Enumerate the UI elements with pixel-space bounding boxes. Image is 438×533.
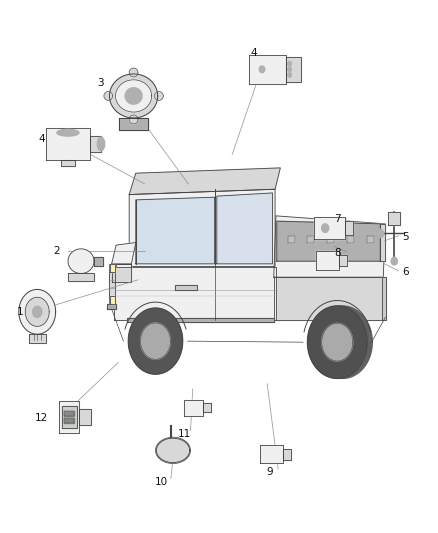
Text: 6: 6 (402, 267, 409, 277)
Polygon shape (249, 55, 286, 84)
Text: 9: 9 (266, 467, 273, 477)
Polygon shape (125, 88, 142, 104)
Polygon shape (377, 229, 384, 238)
Polygon shape (25, 297, 49, 326)
Polygon shape (307, 236, 314, 243)
Polygon shape (64, 418, 74, 423)
Polygon shape (110, 74, 158, 118)
Polygon shape (60, 159, 75, 166)
Text: 12: 12 (35, 414, 48, 423)
Polygon shape (288, 72, 291, 77)
Polygon shape (217, 193, 272, 264)
Polygon shape (109, 264, 115, 304)
Polygon shape (307, 306, 367, 378)
Polygon shape (313, 306, 372, 378)
Text: 11: 11 (177, 430, 191, 439)
Polygon shape (97, 137, 105, 151)
Text: 4: 4 (38, 134, 45, 143)
Polygon shape (107, 304, 116, 309)
Polygon shape (59, 401, 79, 433)
Polygon shape (64, 411, 74, 416)
Polygon shape (68, 273, 94, 280)
Polygon shape (129, 68, 138, 77)
Polygon shape (286, 57, 300, 82)
Polygon shape (288, 61, 291, 66)
Polygon shape (129, 115, 138, 124)
Polygon shape (110, 264, 115, 272)
Polygon shape (380, 224, 385, 261)
Polygon shape (288, 67, 291, 71)
Polygon shape (46, 128, 90, 159)
Polygon shape (129, 189, 275, 266)
Polygon shape (94, 257, 102, 265)
Polygon shape (314, 217, 345, 239)
Polygon shape (260, 446, 283, 463)
Polygon shape (274, 216, 385, 277)
Polygon shape (90, 136, 101, 152)
Polygon shape (155, 437, 191, 464)
Polygon shape (277, 221, 380, 261)
Text: 4: 4 (251, 49, 258, 58)
Polygon shape (175, 285, 197, 290)
Polygon shape (119, 118, 148, 130)
Polygon shape (110, 296, 115, 304)
Polygon shape (259, 66, 265, 72)
Polygon shape (184, 400, 203, 416)
Polygon shape (62, 406, 77, 428)
Polygon shape (112, 264, 131, 282)
Polygon shape (347, 236, 354, 243)
Polygon shape (129, 168, 280, 195)
Polygon shape (274, 277, 383, 320)
Text: 7: 7 (334, 214, 341, 223)
Text: 3: 3 (97, 78, 104, 87)
Polygon shape (114, 266, 276, 320)
Polygon shape (316, 251, 339, 270)
Polygon shape (155, 92, 163, 100)
Polygon shape (112, 243, 136, 264)
Polygon shape (116, 80, 152, 112)
Polygon shape (136, 197, 215, 264)
Polygon shape (19, 289, 56, 334)
Polygon shape (321, 224, 328, 232)
Polygon shape (128, 308, 183, 374)
Polygon shape (79, 409, 91, 425)
Polygon shape (116, 264, 131, 266)
Polygon shape (388, 212, 400, 225)
Polygon shape (322, 324, 353, 361)
Text: 5: 5 (402, 232, 409, 242)
Polygon shape (141, 323, 170, 359)
Text: 1: 1 (16, 307, 23, 317)
Polygon shape (283, 449, 291, 459)
Polygon shape (382, 277, 386, 320)
Polygon shape (127, 318, 274, 322)
Polygon shape (29, 334, 46, 343)
Polygon shape (57, 130, 79, 136)
Polygon shape (203, 403, 211, 412)
Polygon shape (367, 236, 374, 243)
Polygon shape (156, 438, 190, 463)
Polygon shape (33, 306, 42, 317)
Polygon shape (288, 236, 295, 243)
Polygon shape (68, 249, 94, 273)
Polygon shape (345, 221, 353, 235)
Polygon shape (391, 257, 397, 265)
Text: 10: 10 (155, 478, 168, 487)
Text: 2: 2 (53, 246, 60, 255)
Polygon shape (327, 236, 334, 243)
Text: 8: 8 (334, 248, 341, 258)
Polygon shape (104, 92, 113, 100)
Polygon shape (339, 255, 347, 265)
